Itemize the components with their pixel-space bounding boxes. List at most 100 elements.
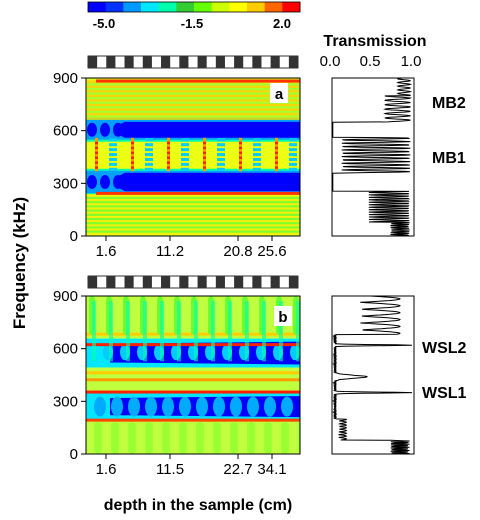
- field-maximum: [95, 157, 98, 162]
- transmission-tick-label: 0.0: [320, 53, 341, 70]
- field-minimum: [145, 162, 153, 166]
- schematic-layer: [215, 276, 225, 288]
- fringe: [86, 227, 300, 231]
- fringe: [230, 422, 238, 429]
- fringe: [86, 223, 300, 227]
- field-minimum: [181, 153, 189, 157]
- field-maximum: [203, 162, 206, 167]
- field-maximum: [95, 137, 98, 142]
- evanescent-spot: [113, 122, 123, 137]
- y-tick-label: 600: [53, 341, 78, 358]
- field-maximum: [239, 150, 242, 155]
- y-tick-label: 900: [53, 70, 78, 87]
- field-minimum: [181, 148, 189, 152]
- field-maximum: [203, 152, 206, 157]
- x-tick-label: 34.1: [257, 461, 286, 478]
- field-minimum: [217, 153, 225, 157]
- field-minimum: [289, 167, 297, 171]
- field-maximum: [95, 140, 98, 145]
- colorbar-swatch: [176, 2, 195, 12]
- band-label-wsl1: WSL1: [422, 385, 467, 402]
- fringe: [86, 100, 300, 104]
- fringe: [86, 103, 300, 107]
- field-maximum: [167, 167, 170, 172]
- fringe: [86, 116, 300, 120]
- y-tick-label: 300: [53, 393, 78, 410]
- colorbar-tick-label: 2.0: [273, 16, 291, 31]
- fringe: [160, 301, 164, 362]
- band-label-wsl2: WSL2: [422, 340, 467, 357]
- field-minimum: [109, 167, 117, 171]
- field-minimum: [109, 162, 117, 166]
- colorbar-swatch: [105, 2, 124, 12]
- x-tick-label: 11.5: [156, 461, 184, 478]
- field-maximum: [131, 150, 134, 155]
- field-minimum: [109, 153, 117, 157]
- transmission-tick-label: 0.5: [360, 53, 381, 70]
- field-maximum: [131, 167, 134, 172]
- field-maximum: [239, 147, 242, 152]
- evanescent-spot: [100, 122, 110, 137]
- schematic-layer: [142, 56, 152, 68]
- field-minimum: [145, 143, 153, 147]
- field-maximum: [95, 142, 98, 147]
- field-maximum: [275, 147, 278, 152]
- field-maximum: [131, 140, 134, 145]
- field-minimum: [181, 157, 189, 161]
- fringe: [86, 208, 300, 212]
- field-minimum: [109, 138, 117, 142]
- field-maximum: [275, 157, 278, 162]
- y-tick-label: 900: [53, 288, 78, 305]
- field-maximum: [239, 162, 242, 167]
- fringe: [264, 422, 272, 429]
- field-maximum: [131, 145, 134, 150]
- field-maximum: [167, 155, 170, 159]
- field-minimum: [109, 148, 117, 152]
- fringe: [86, 206, 300, 210]
- transmission-curve-b: [331, 295, 413, 455]
- schematic-frame: [87, 275, 299, 289]
- evanescent-spot: [162, 396, 174, 417]
- evanescent-spot: [87, 122, 97, 137]
- fringe: [86, 107, 300, 111]
- fringe: [86, 198, 300, 202]
- fringe: [262, 301, 266, 362]
- evanescent-spot: [196, 396, 208, 417]
- fringe: [86, 98, 300, 102]
- fringe: [245, 301, 249, 362]
- field-maximum: [96, 191, 300, 195]
- field-maximum: [131, 164, 134, 169]
- fringe: [279, 301, 283, 362]
- colorbar-swatch: [123, 2, 142, 12]
- fringe: [86, 82, 300, 86]
- y-tick-label: 600: [53, 123, 78, 140]
- stop-band: [115, 121, 300, 138]
- schematic-layer: [106, 56, 116, 68]
- field-maximum: [95, 147, 98, 152]
- field-maximum: [96, 79, 300, 83]
- evanescent-spot: [100, 175, 110, 190]
- fringe: [86, 110, 300, 114]
- field-minimum: [181, 143, 189, 147]
- colorbar-swatch: [264, 2, 283, 12]
- field-maximum: [86, 418, 300, 422]
- y-tick-label: 300: [53, 175, 78, 192]
- transmission-tick-label: 1.0: [401, 53, 422, 70]
- schematic-layer: [142, 276, 152, 288]
- field-maximum: [203, 145, 206, 150]
- fringe: [213, 422, 221, 429]
- fringe: [86, 91, 300, 95]
- fringe: [281, 422, 289, 429]
- schematic-layer: [124, 276, 134, 288]
- schematic-layer: [161, 56, 171, 68]
- x-tick-label: 25.6: [257, 243, 286, 260]
- y-axis-title: Frequency (kHz): [10, 197, 29, 329]
- field-maximum: [131, 155, 134, 159]
- x-tick-label: 22.7: [223, 461, 252, 478]
- field-maximum: [167, 162, 170, 167]
- field-minimum: [145, 148, 153, 152]
- fringe: [86, 94, 300, 98]
- field-minimum: [289, 153, 297, 157]
- schematic-layer: [106, 276, 116, 288]
